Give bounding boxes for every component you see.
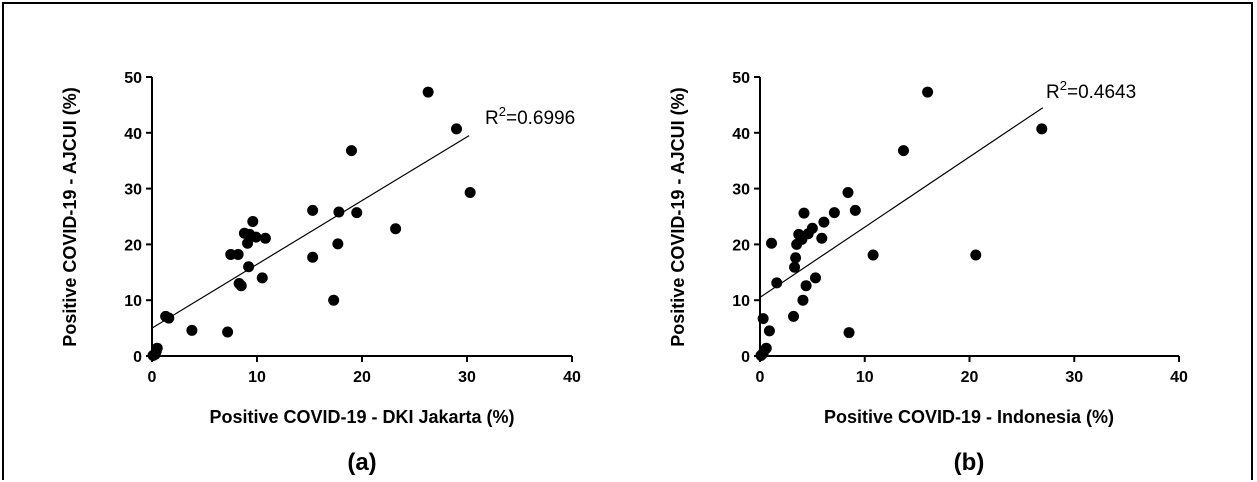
y-tick-label: 10 [124, 293, 142, 310]
data-point [307, 204, 319, 216]
y-tick-label: 0 [133, 349, 142, 366]
data-point [346, 145, 357, 157]
regression-line [759, 107, 1044, 298]
chart-panel-a: 0 10 20 30 40 50 0 10 20 30 40 Positive COVID-19 - … [60, 70, 581, 476]
r-squared-value: =0.4643 [1067, 82, 1136, 103]
chart-panel-b: 0 10 20 30 40 50 0 10 20 30 40 Positive COVID-19 - … [668, 70, 1188, 476]
x-axis-label: Positive COVID-19 - Indonesia (%) [824, 407, 1114, 427]
x-tick-label: 0 [148, 369, 157, 386]
data-point [790, 252, 802, 264]
data-point [332, 238, 344, 250]
x-tick-label: 20 [961, 369, 979, 386]
data-point [464, 187, 476, 199]
regression-line [151, 135, 470, 329]
x-tick-label: 20 [353, 369, 371, 386]
data-point [810, 272, 822, 284]
data-point [922, 86, 934, 98]
data-point [328, 294, 340, 306]
r-squared-prefix: R [485, 108, 499, 129]
data-point [898, 145, 910, 157]
data-point [771, 277, 783, 289]
x-tick-label: 10 [248, 369, 266, 386]
x-tick-label: 40 [1170, 369, 1188, 386]
data-point [250, 231, 262, 243]
data-point [422, 86, 434, 98]
x-tick-label: 30 [1065, 369, 1083, 386]
data-point [816, 232, 828, 244]
data-point [766, 237, 778, 249]
y-tick-label: 50 [124, 70, 142, 87]
y-tick-label: 10 [732, 293, 750, 310]
r-squared-prefix: R [1046, 82, 1060, 103]
panel-label: (b) [954, 449, 985, 476]
r-squared-value: =0.6996 [506, 108, 575, 129]
data-point [849, 204, 861, 216]
y-tick-label: 40 [732, 126, 750, 143]
data-point [788, 310, 800, 322]
x-axis-label: Positive COVID-19 - DKI Jakarta (%) [209, 407, 514, 427]
x-tick-label: 0 [756, 369, 765, 386]
data-point [843, 327, 855, 339]
r-squared-annotation: R2=0.4643 [1046, 78, 1136, 103]
data-point [150, 346, 162, 358]
data-point [757, 313, 769, 325]
data-point [800, 280, 812, 292]
y-tick-label: 30 [732, 182, 750, 199]
data-point [818, 216, 830, 228]
data-point [806, 222, 818, 234]
data-point [390, 223, 402, 235]
data-point [242, 237, 254, 249]
data-point [1036, 123, 1048, 135]
data-point [186, 324, 198, 336]
r-squared-superscript: 2 [499, 104, 506, 119]
data-point [163, 312, 175, 324]
y-tick-label: 30 [124, 182, 142, 199]
data-point [247, 216, 259, 228]
data-point [235, 280, 247, 292]
y-tick-label: 20 [124, 237, 142, 254]
x-tick-label: 40 [563, 369, 581, 386]
x-tick-label: 10 [856, 369, 874, 386]
data-point [797, 294, 809, 306]
data-point [307, 251, 319, 263]
data-point [763, 325, 775, 337]
data-point [243, 261, 255, 273]
data-point [222, 326, 234, 338]
y-tick-label: 20 [732, 237, 750, 254]
panel-label: (a) [347, 449, 376, 476]
y-tick-label: 0 [741, 349, 750, 366]
y-axis-label: Positive COVID-19 - AJCUI (%) [60, 87, 80, 346]
data-point [451, 123, 462, 135]
data-point [828, 207, 840, 219]
r-squared-annotation: R2=0.6996 [485, 104, 575, 129]
y-tick-label: 50 [732, 70, 750, 87]
data-point [842, 187, 854, 199]
y-axis-label: Positive COVID-19 - AJCUI (%) [668, 87, 688, 346]
data-point [232, 248, 244, 260]
data-point [259, 232, 271, 244]
data-point [760, 342, 772, 354]
data-point [351, 207, 363, 219]
y-tick-label: 40 [124, 126, 142, 143]
data-point [798, 207, 810, 219]
data-point [256, 272, 268, 284]
data-point [789, 261, 801, 273]
data-point [867, 249, 879, 261]
data-point [333, 206, 345, 218]
r-squared-superscript: 2 [1060, 78, 1067, 93]
x-tick-label: 30 [458, 369, 476, 386]
data-point [970, 249, 982, 261]
